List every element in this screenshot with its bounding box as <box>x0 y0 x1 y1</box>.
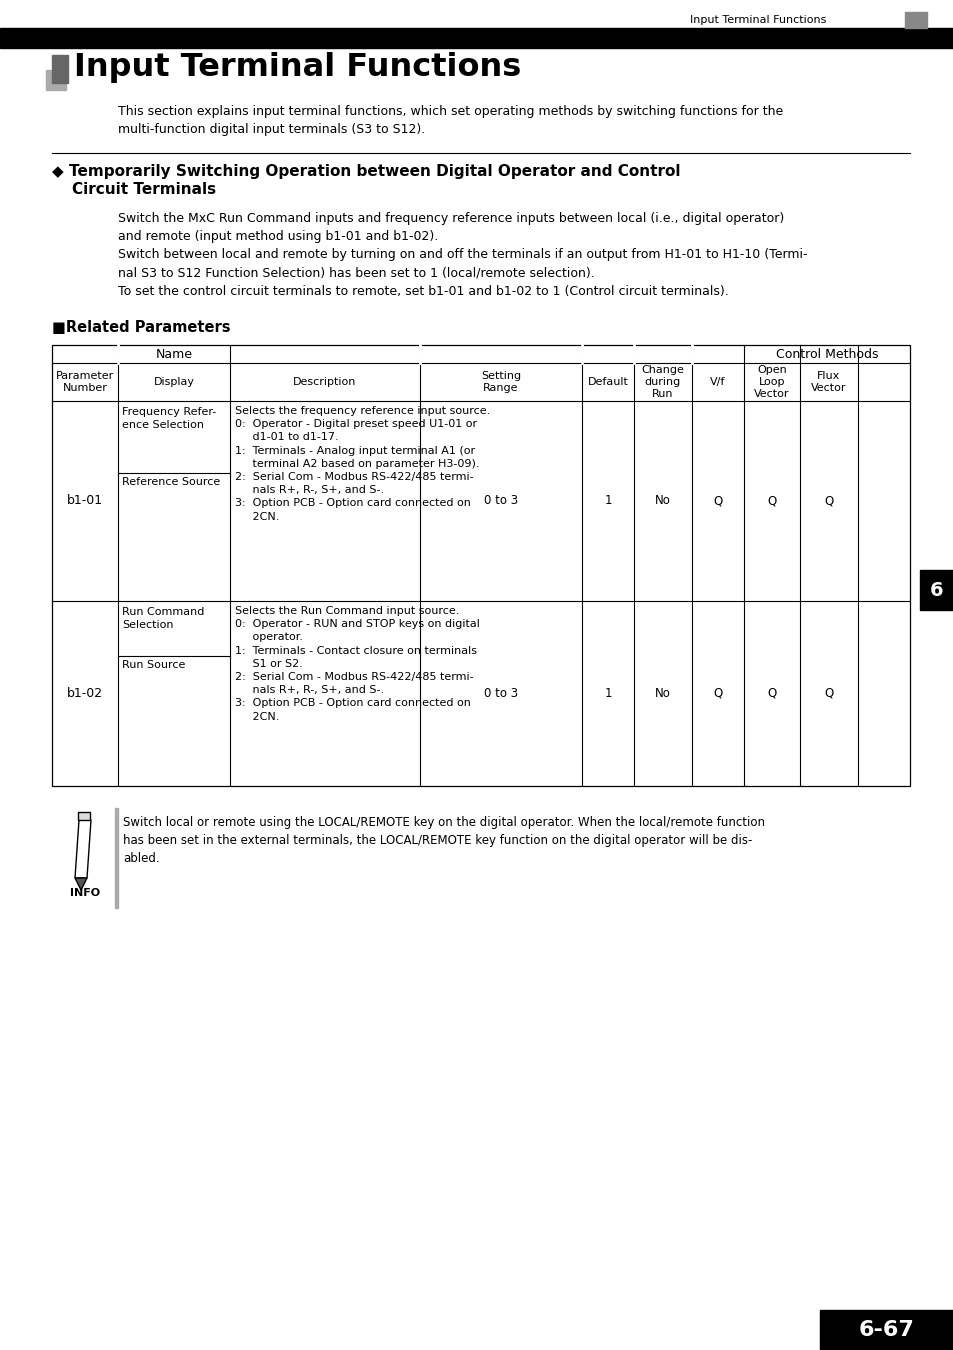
Text: b1-01: b1-01 <box>67 494 103 508</box>
Text: Reference Source: Reference Source <box>122 477 220 487</box>
Text: Q: Q <box>823 687 833 701</box>
Text: Selects the frequency reference input source.
0:  Operator - Digital preset spee: Selects the frequency reference input so… <box>234 406 490 521</box>
Text: No: No <box>655 687 670 701</box>
Text: Q: Q <box>766 687 776 701</box>
Bar <box>0 28 953 49</box>
Text: Input Terminal Functions: Input Terminal Functions <box>74 53 520 82</box>
Bar <box>52 55 68 82</box>
Text: Setting
Range: Setting Range <box>480 371 520 393</box>
Text: Switch the MxC Run Command inputs and frequency reference inputs between local (: Switch the MxC Run Command inputs and fr… <box>118 212 783 243</box>
Bar <box>52 346 909 786</box>
Text: This section explains input terminal functions, which set operating methods by s: This section explains input terminal fun… <box>118 105 782 136</box>
Text: Run Source: Run Source <box>122 660 185 670</box>
Bar <box>820 1310 953 1350</box>
Text: 1: 1 <box>603 687 611 701</box>
Text: Circuit Terminals: Circuit Terminals <box>71 182 216 197</box>
Text: Q: Q <box>766 494 776 508</box>
Text: 1: 1 <box>603 494 611 508</box>
Text: Flux
Vector: Flux Vector <box>810 371 846 393</box>
Text: Switch between local and remote by turning on and off the terminals if an output: Switch between local and remote by turni… <box>118 248 806 279</box>
Text: INFO: INFO <box>70 888 100 898</box>
Text: ◆ Temporarily Switching Operation between Digital Operator and Control: ◆ Temporarily Switching Operation betwee… <box>52 163 679 180</box>
Text: Control Methods: Control Methods <box>775 347 878 360</box>
Text: ■Related Parameters: ■Related Parameters <box>52 320 231 335</box>
Text: b1-02: b1-02 <box>67 687 103 701</box>
Bar <box>46 70 66 90</box>
Bar <box>115 809 118 909</box>
Text: Parameter
Number: Parameter Number <box>56 371 114 393</box>
Bar <box>919 570 953 610</box>
Text: Name: Name <box>155 347 193 360</box>
Text: Display: Display <box>153 377 194 387</box>
Text: V/f: V/f <box>710 377 725 387</box>
Text: 6-67: 6-67 <box>858 1320 914 1341</box>
Text: Q: Q <box>713 687 721 701</box>
Text: Default: Default <box>587 377 628 387</box>
Text: Description: Description <box>293 377 356 387</box>
Bar <box>78 811 90 819</box>
Text: Change
during
Run: Change during Run <box>640 364 683 400</box>
Text: Open
Loop
Vector: Open Loop Vector <box>754 364 789 400</box>
Text: Selects the Run Command input source.
0:  Operator - RUN and STOP keys on digita: Selects the Run Command input source. 0:… <box>234 606 479 722</box>
Bar <box>904 12 926 28</box>
Text: Q: Q <box>713 494 721 508</box>
Polygon shape <box>75 819 91 878</box>
Text: Run Command
Selection: Run Command Selection <box>122 608 204 630</box>
Text: 0 to 3: 0 to 3 <box>483 687 517 701</box>
Text: Input Terminal Functions: Input Terminal Functions <box>689 15 825 26</box>
Text: Frequency Refer-
ence Selection: Frequency Refer- ence Selection <box>122 406 216 431</box>
Text: No: No <box>655 494 670 508</box>
Text: 6: 6 <box>929 580 943 599</box>
Text: Q: Q <box>823 494 833 508</box>
Polygon shape <box>75 878 87 890</box>
Text: 0 to 3: 0 to 3 <box>483 494 517 508</box>
Text: To set the control circuit terminals to remote, set b1-01 and b1-02 to 1 (Contro: To set the control circuit terminals to … <box>118 285 728 298</box>
Text: Switch local or remote using the LOCAL/REMOTE key on the digital operator. When : Switch local or remote using the LOCAL/R… <box>123 815 764 865</box>
